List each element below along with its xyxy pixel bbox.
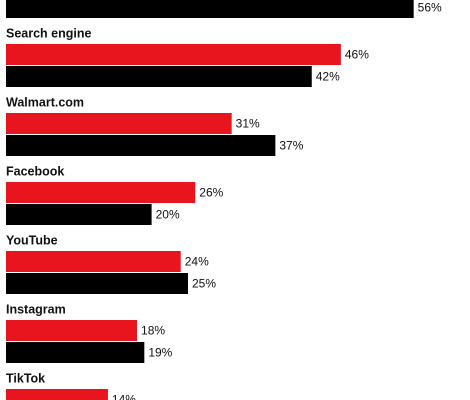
value-label: 19% <box>148 346 172 360</box>
value-label: 56% <box>418 1 442 15</box>
value-label: 25% <box>192 277 216 291</box>
category-label: TikTok <box>6 371 45 385</box>
bar <box>6 44 341 65</box>
bar <box>6 342 145 363</box>
value-label: 18% <box>141 324 165 338</box>
bar <box>6 204 152 225</box>
bar <box>6 135 276 156</box>
bar <box>6 273 188 294</box>
value-label: 31% <box>236 117 260 131</box>
category-label: Walmart.com <box>6 95 84 109</box>
bar <box>6 251 181 272</box>
bar <box>6 0 414 18</box>
value-label: 46% <box>345 48 369 62</box>
category-label: Instagram <box>6 302 66 316</box>
bar <box>6 389 108 400</box>
bar <box>6 113 232 134</box>
value-label: 26% <box>199 186 223 200</box>
category-label: YouTube <box>6 233 58 247</box>
category-label: Search engine <box>6 26 91 40</box>
category-label: Facebook <box>6 164 64 178</box>
value-label: 37% <box>279 139 303 153</box>
bar <box>6 66 312 87</box>
bar <box>6 182 196 203</box>
value-label: 20% <box>156 208 180 222</box>
value-label: 42% <box>316 70 340 84</box>
value-label: 14% <box>112 393 136 400</box>
bar <box>6 320 138 341</box>
value-label: 24% <box>185 255 209 269</box>
